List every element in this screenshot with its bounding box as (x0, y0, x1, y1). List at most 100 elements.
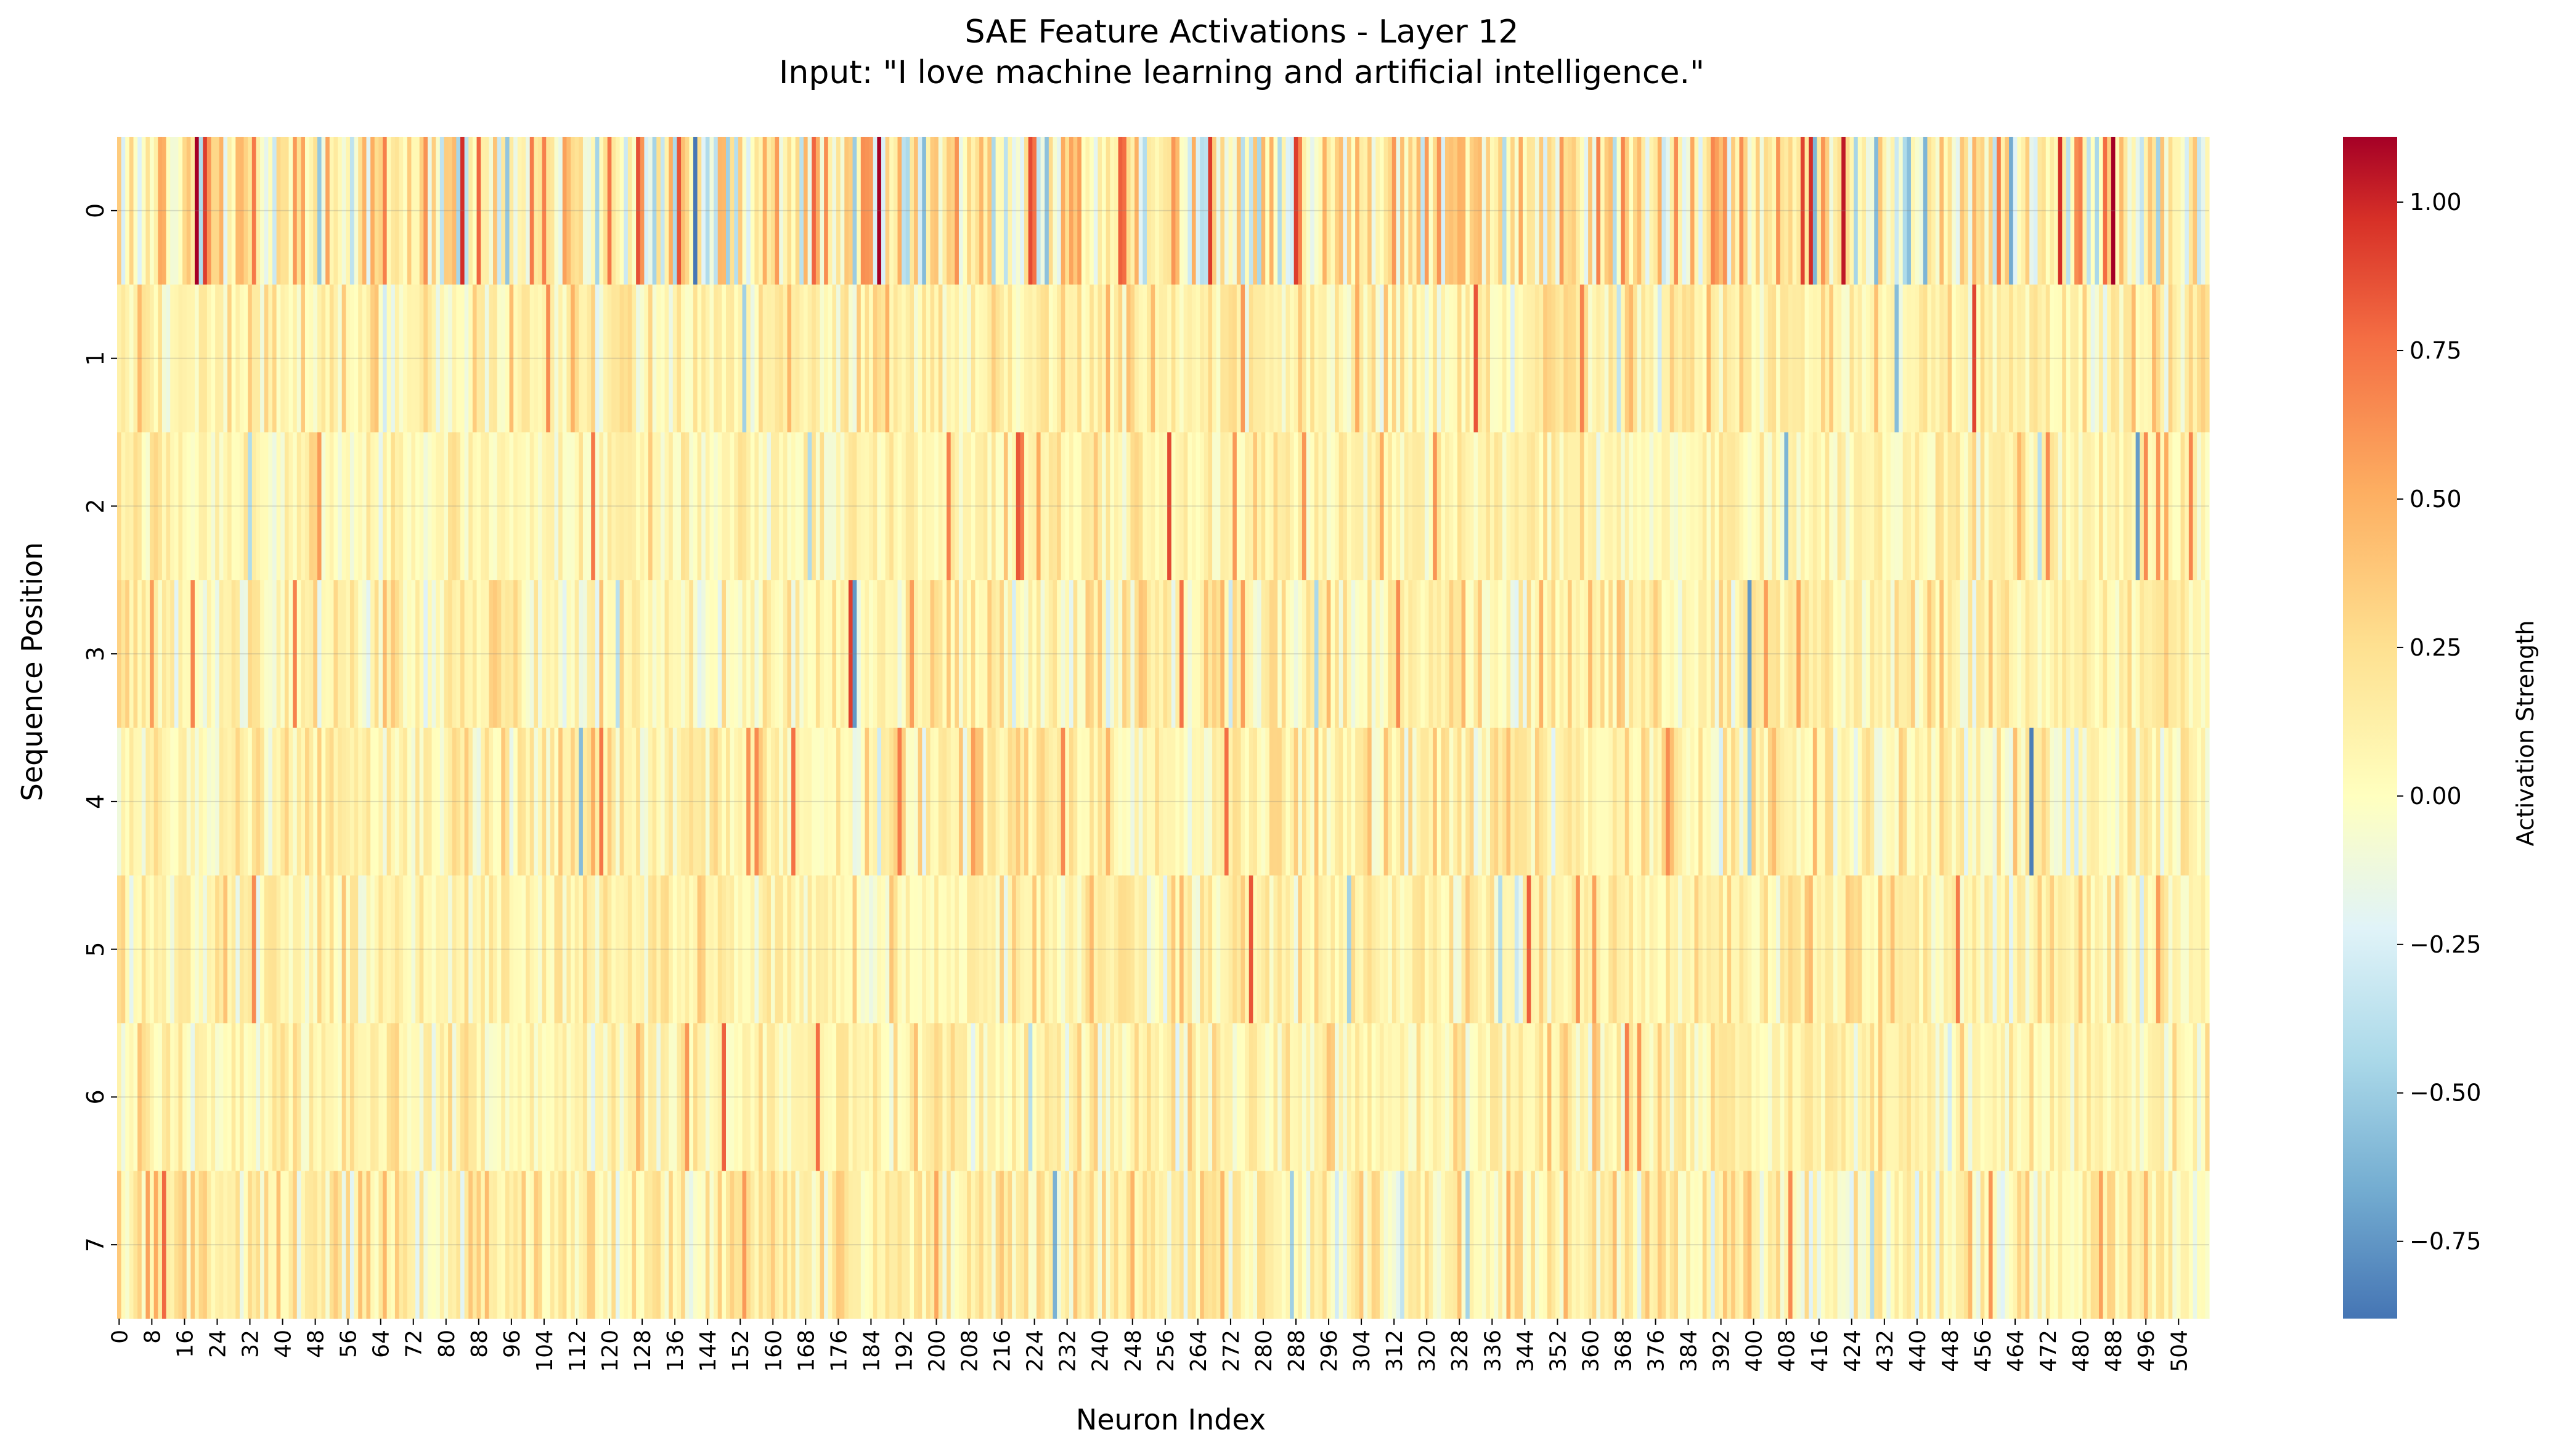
heatmap-cell (562, 875, 567, 1023)
heatmap-cell (1677, 137, 1683, 285)
heatmap-cells (117, 137, 2210, 1319)
heatmap-cell (293, 1023, 298, 1171)
heatmap-cell (1273, 137, 1278, 285)
heatmap-cell (1110, 284, 1115, 433)
heatmap-cell (1404, 1171, 1409, 1319)
heatmap-cell (1012, 580, 1017, 728)
heatmap-cell (264, 284, 269, 433)
heatmap-cell (260, 432, 265, 580)
heatmap-cell (1408, 284, 1413, 433)
heatmap-cell (1073, 875, 1078, 1023)
heatmap-cell (231, 1023, 236, 1171)
heatmap-cell (840, 728, 845, 876)
heatmap-cell (1204, 875, 1209, 1023)
heatmap-cell (1375, 432, 1380, 580)
heatmap-cell (636, 728, 641, 876)
heatmap-cell (717, 1171, 722, 1319)
heatmap-cell (1138, 875, 1143, 1023)
heatmap-cell (186, 875, 191, 1023)
heatmap-cell (403, 137, 408, 285)
heatmap-cell (1183, 432, 1188, 580)
heatmap-cell (1489, 432, 1495, 580)
heatmap-cell (1106, 728, 1110, 876)
heatmap-cell (476, 137, 481, 285)
heatmap-cell (288, 1023, 293, 1171)
heatmap-cell (1290, 137, 1295, 285)
heatmap-cell (329, 1023, 335, 1171)
heatmap-cell (1555, 1023, 1560, 1171)
x-tick-label: 40 (271, 1330, 296, 1358)
heatmap-cell (1053, 875, 1057, 1023)
heatmap-cell (1253, 875, 1258, 1023)
heatmap-cell (1739, 1171, 1744, 1319)
heatmap-cell (182, 728, 187, 876)
heatmap-cell (795, 1171, 800, 1319)
heatmap-cell (497, 580, 502, 728)
heatmap-cell (1494, 137, 1499, 285)
heatmap-cell (1293, 284, 1298, 433)
heatmap-cell (1764, 1171, 1769, 1319)
heatmap-cell (1008, 1023, 1012, 1171)
heatmap-cell (1322, 137, 1327, 285)
heatmap-cell (1669, 137, 1674, 285)
heatmap-cell (534, 580, 539, 728)
heatmap-cell (820, 137, 825, 285)
heatmap-cell (472, 137, 478, 285)
heatmap-cell (1134, 580, 1139, 728)
heatmap-cell (1555, 284, 1560, 433)
heatmap-cell (1461, 137, 1466, 285)
heatmap-cell (2160, 875, 2165, 1023)
heatmap-cell (1445, 137, 1450, 285)
heatmap-cell (1641, 432, 1646, 580)
heatmap-cell (1098, 580, 1102, 728)
heatmap-cell (865, 875, 870, 1023)
heatmap-cell (852, 284, 857, 433)
heatmap-cell (860, 432, 866, 580)
heatmap-cell (1751, 580, 1756, 728)
heatmap-cell (644, 284, 649, 433)
heatmap-cell (386, 432, 391, 580)
heatmap-cell (378, 284, 383, 433)
heatmap-cell (640, 137, 645, 285)
heatmap-cell (1825, 432, 1830, 580)
heatmap-cell (338, 432, 343, 580)
y-axis-label: Sequence Position (15, 542, 49, 802)
heatmap-cell (341, 580, 346, 728)
heatmap-cell (1935, 580, 1940, 728)
heatmap-cell (1592, 1171, 1597, 1319)
heatmap-cell (1547, 137, 1552, 285)
heatmap-cell (513, 875, 518, 1023)
heatmap-cell (436, 875, 441, 1023)
heatmap-cell (272, 580, 277, 728)
heatmap-cell (411, 1023, 416, 1171)
heatmap-cell (1388, 1171, 1393, 1319)
heatmap-cell (2148, 728, 2153, 876)
heatmap-cell (2201, 580, 2206, 728)
heatmap-cell (1351, 432, 1356, 580)
heatmap-cell (1588, 580, 1593, 728)
heatmap-cell (836, 580, 841, 728)
heatmap-cell (1506, 1023, 1511, 1171)
heatmap-cell (1935, 728, 1940, 876)
heatmap-cell (1711, 728, 1716, 876)
heatmap-cell (1727, 580, 1732, 728)
heatmap-cell (542, 1023, 547, 1171)
heatmap-cell (2033, 1023, 2039, 1171)
heatmap-cell (1081, 875, 1086, 1023)
heatmap-cell (1053, 580, 1057, 728)
heatmap-cell (1245, 580, 1250, 728)
heatmap-cell (1927, 1023, 1932, 1171)
heatmap-cell (652, 432, 657, 580)
heatmap-cell (1040, 1023, 1045, 1171)
heatmap-cell (1379, 875, 1385, 1023)
heatmap-cell (2037, 1171, 2042, 1319)
heatmap-cell (1784, 1023, 1789, 1171)
heatmap-cell (1722, 432, 1728, 580)
heatmap-cell (521, 284, 526, 433)
heatmap-cell (1641, 875, 1646, 1023)
heatmap-cell (346, 137, 351, 285)
x-tick-label: 360 (1578, 1330, 1603, 1372)
heatmap-cell (938, 432, 943, 580)
heatmap-cell (2037, 580, 2042, 728)
heatmap-cell (672, 1171, 678, 1319)
